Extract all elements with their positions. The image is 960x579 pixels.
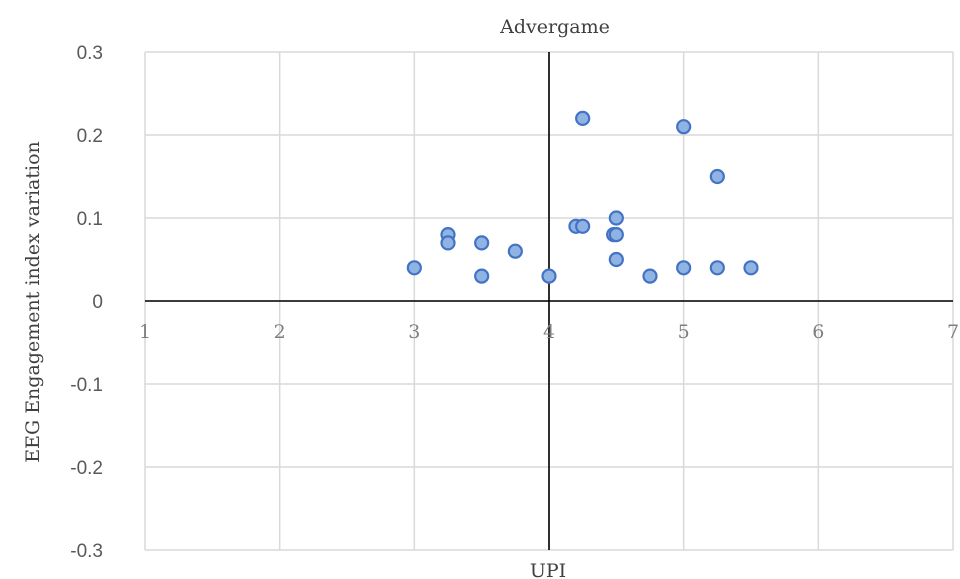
data-point-1	[406, 260, 422, 276]
x-tick-label-3: 3	[408, 321, 420, 343]
tick-labels: 1 2 3 4 5 6 7 0.3 0.2 0.1 0 -0.1 -0.2 -0.3	[70, 43, 959, 562]
data-point-19	[709, 260, 725, 276]
y-tick-label--0.1: -0.1	[70, 375, 103, 396]
y-tick-label--0.2: -0.2	[70, 458, 103, 479]
y-tick-label-0: 0	[92, 292, 103, 313]
data-point-15	[642, 268, 658, 284]
data-point-7	[541, 268, 557, 284]
data-point-16	[676, 119, 692, 135]
data-point-17	[676, 260, 692, 276]
y-axis-label: EEG Engagement index variation	[22, 141, 44, 463]
data-point-20	[743, 260, 759, 276]
x-tick-label-7: 7	[947, 321, 959, 343]
x-tick-label-2: 2	[274, 321, 286, 343]
y-tick-label-0.3: 0.3	[77, 43, 103, 64]
y-tick-label--0.3: -0.3	[70, 541, 103, 562]
data-points	[406, 110, 759, 284]
x-tick-label-1: 1	[139, 321, 151, 343]
x-axis-label: UPI	[530, 560, 566, 579]
data-point-6	[507, 243, 523, 259]
data-point-18	[709, 168, 725, 185]
data-point-14	[608, 251, 624, 268]
data-point-3	[440, 235, 456, 251]
x-tick-label-6: 6	[812, 321, 824, 343]
data-point-10	[575, 110, 591, 127]
data-point-9	[575, 218, 591, 234]
data-point-4	[474, 235, 490, 251]
axes	[145, 52, 953, 550]
data-point-12	[608, 227, 624, 243]
y-tick-label-0.2: 0.2	[77, 126, 103, 147]
x-tick-label-5: 5	[678, 321, 690, 343]
chart-title: Advergame	[499, 16, 610, 38]
y-tick-label-0.1: 0.1	[77, 209, 103, 230]
data-point-13	[608, 210, 624, 226]
data-point-5	[474, 268, 490, 284]
x-tick-label-4: 4	[543, 321, 555, 343]
